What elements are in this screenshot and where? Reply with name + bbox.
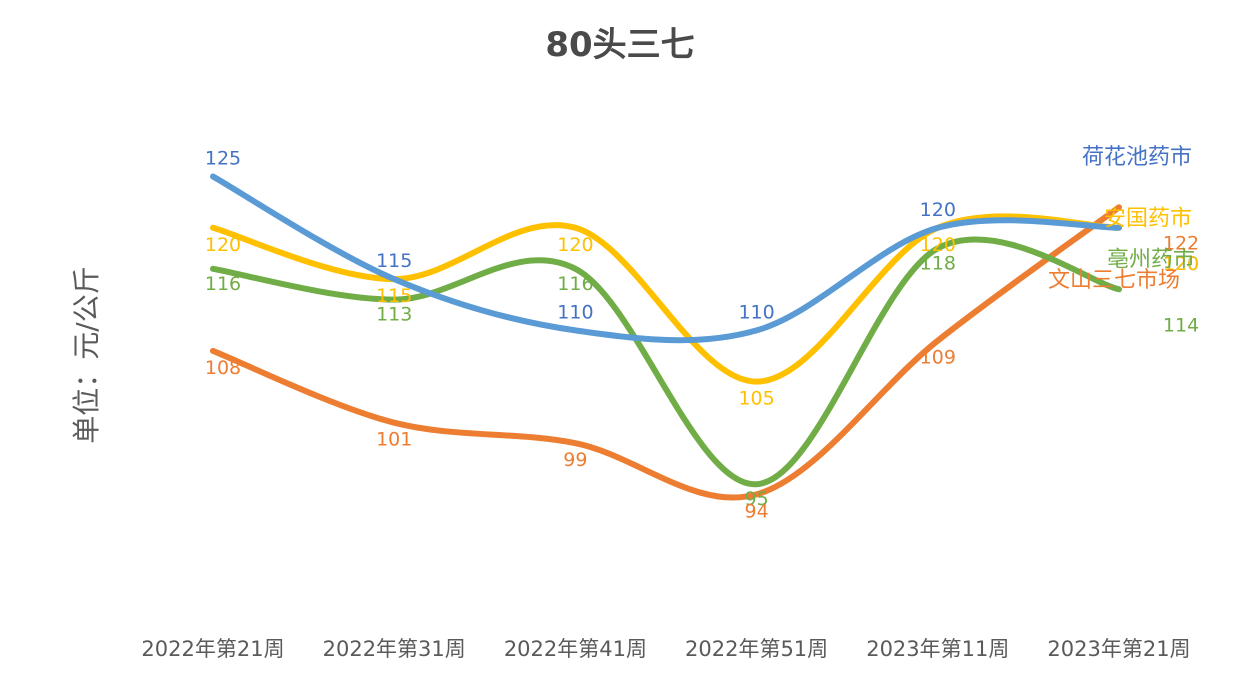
series-lines	[210, 173, 1122, 501]
x-tick-label: 2023年第11周	[866, 637, 1009, 661]
data-label-hehuachi: 115	[376, 250, 412, 272]
data-label-anguo: 120	[205, 234, 241, 256]
data-label-bozhou: 95	[745, 488, 769, 510]
data-label-bozhou: 118	[920, 252, 956, 274]
data-label-anguo: 120	[557, 234, 593, 256]
x-tick-label: 2022年第51周	[685, 637, 828, 661]
data-label-wenshan: 99	[563, 449, 587, 471]
x-axis-ticks: 2022年第21周 2022年第31周 2022年第41周 2022年第51周 2023…	[141, 637, 1190, 661]
data-label-wenshan: 101	[376, 429, 412, 451]
data-label-wenshan: 108	[205, 357, 241, 379]
data-label-bozhou: 113	[376, 304, 412, 326]
chart-title: 80头三七	[545, 25, 694, 65]
data-label-hehuachi: 110	[738, 301, 774, 323]
data-label-anguo: 120	[1163, 253, 1199, 275]
data-label-hehuachi: 110	[557, 301, 593, 323]
data-label-wenshan: 109	[920, 347, 956, 369]
series-line-hehuachi	[210, 173, 1122, 344]
series-name-hehuachi: 荷花池药市	[1082, 145, 1192, 170]
data-label-bozhou: 116	[205, 273, 241, 295]
series-name-bozhou: 亳州药市	[1107, 248, 1195, 273]
series-line-wenshan	[210, 204, 1122, 501]
data-label-hehuachi: 125	[205, 148, 241, 170]
x-tick-label: 2022年第41周	[504, 637, 647, 661]
data-label-anguo: 115	[376, 285, 412, 307]
data-label-anguo: 120	[920, 234, 956, 256]
data-label-bozhou: 114	[1163, 314, 1199, 336]
y-axis-label: 单位：元/公斤	[70, 266, 103, 443]
series-line-bozhou	[210, 236, 1122, 488]
series-name-wenshan: 文山三七市场	[1048, 268, 1180, 293]
data-label-wenshan: 94	[745, 500, 769, 522]
data-label-wenshan: 122	[1163, 232, 1199, 254]
data-label-bozhou: 116	[557, 273, 593, 295]
data-label-anguo: 105	[738, 388, 774, 410]
data-label-hehuachi: 120	[1163, 253, 1199, 275]
data-label-hehuachi: 120	[920, 199, 956, 221]
series-name-anguo: 安国药市	[1104, 207, 1192, 232]
x-tick-label: 2022年第31周	[323, 637, 466, 661]
x-tick-label: 2023年第21周	[1047, 637, 1190, 661]
x-tick-label: 2022年第21周	[141, 637, 284, 661]
